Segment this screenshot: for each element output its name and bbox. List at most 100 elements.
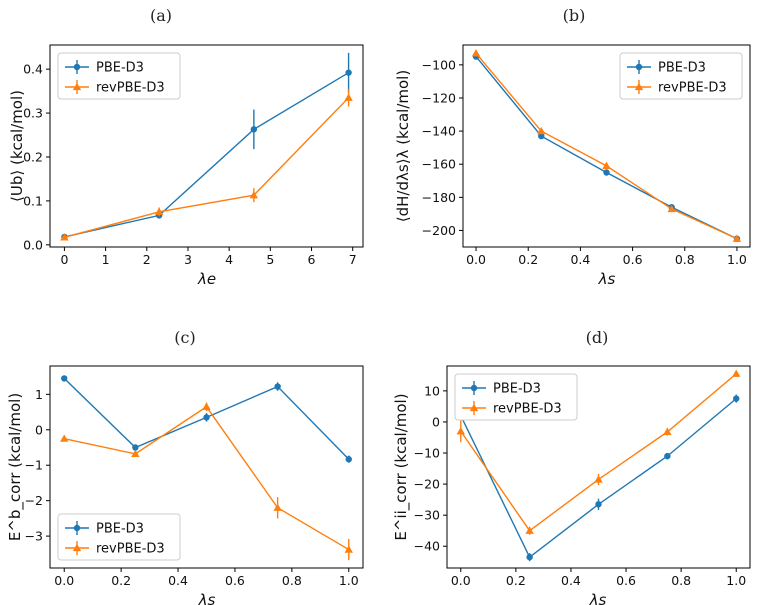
panel-c-data-point [131, 449, 140, 458]
panel-b-ytick-label: −160 [422, 157, 456, 172]
panel-a-legend: PBE-D3 revPBE-D3 [57, 52, 181, 100]
panel-a-ylabel: ⟨Ub⟩ (kcal/mol) [8, 90, 26, 202]
panel-d-xtick-label: 0.8 [671, 573, 691, 588]
panel-d-frame [446, 365, 751, 569]
panel-a-ytick-label: 0.2 [23, 149, 43, 164]
panel-b-legend-marker [635, 63, 643, 71]
panel-b-legend: PBE-D3 revPBE-D3 [619, 52, 743, 100]
panel-d-legend-label: revPBE-D3 [493, 402, 562, 417]
panel-c-xtick-label: 0.8 [282, 573, 302, 588]
panel-c-legend-label: revPBE-D3 [96, 542, 165, 557]
panel-d-data-point [732, 369, 741, 377]
panel-a-ytick-label: 0.0 [23, 237, 43, 252]
panel-b-data-point [732, 234, 742, 242]
panel-b-label: (b) [563, 6, 586, 25]
panel-a-legend-label: PBE-D3 [96, 61, 144, 76]
panel-b-xtick-label: 0.0 [466, 252, 486, 267]
panel-d-xtick-label: 0.2 [506, 573, 526, 588]
panel-c: (c) 0.0 0.2 0.4 0.6 0.8 1.0 1 0 −1 −2 −3 λs E^b_corr… [6, 328, 364, 605]
panel-b-data-point [471, 49, 481, 57]
panel-a-ytick-label: 0.3 [23, 106, 43, 121]
panel-c-frame [49, 365, 364, 569]
panel-c-legend-marker [72, 543, 82, 552]
panel-d-xlabel: λs [589, 591, 607, 605]
panel-b: (b) 0.0 0.2 0.4 0.6 0.8 1.0 −100 −120 −140 −160 −1… [394, 6, 751, 288]
panel-d: (d) 0.0 0.2 0.4 0.6 0.8 1.0 10 0 −10 −20 −30 −40 λs E… [392, 328, 751, 605]
panel-a-data-point [60, 233, 69, 241]
panel-a-ytick-label: 0.1 [23, 193, 43, 208]
panel-a: (a) 0 1 2 3 4 5 6 7 0.0 0.1 0.2 0.3 0.4 λe ⟨Ub⟩ (kcal/… [8, 6, 364, 288]
panel-d-ytick-label: −30 [414, 508, 440, 523]
panel-b-frame [462, 44, 751, 248]
panel-a-plot: 0 1 2 3 4 5 6 7 0.0 0.1 0.2 0.3 0.4 λe ⟨Ub⟩ (kcal/mol)… [8, 52, 357, 288]
panel-a-frame [49, 44, 364, 248]
panel-d-plot: 0.0 0.2 0.4 0.6 0.8 1.0 10 0 −10 −20 −30 −40 λs E^ii_… [392, 369, 746, 605]
panel-c-data-point [344, 545, 353, 553]
panel-c-ytick-label: 0 [35, 422, 43, 437]
panel-d-data-point [525, 526, 534, 534]
panel-c-xtick-label: 0.6 [225, 573, 245, 588]
panel-b-data-point [603, 169, 610, 176]
panel-d-xtick-label: 0.6 [616, 573, 636, 588]
panel-c-legend: PBE-D3 revPBE-D3 [57, 513, 181, 561]
panel-b-data-point [602, 161, 611, 170]
panel-b-plot: 0.0 0.2 0.4 0.6 0.8 1.0 −100 −120 −140 −160 −180 −2… [394, 49, 747, 288]
panel-b-xtick-label: 0.2 [518, 252, 538, 267]
panel-c-series-1 [60, 402, 353, 561]
panel-b-ytick-label: −180 [422, 190, 456, 205]
panel-b-xtick-label: 0.4 [570, 252, 590, 267]
panel-b-legend-label: revPBE-D3 [658, 81, 727, 96]
panel-a-xtick-label: 3 [184, 252, 192, 267]
panel-a-xtick-label: 1 [102, 252, 110, 267]
panel-c-label: (c) [174, 328, 195, 347]
panel-a-data-point [154, 207, 164, 216]
panel-c-ytick-label: −1 [25, 458, 43, 473]
panel-c-data-point [202, 402, 211, 410]
panel-a-xtick-label: 0 [60, 252, 68, 267]
panel-c-xlabel: λs [198, 591, 216, 605]
panel-d-ytick-label: −20 [414, 477, 440, 492]
panel-d-label: (d) [586, 328, 609, 347]
panel-d-ylabel: E^ii_corr (kcal/mol) [392, 393, 411, 540]
panel-a-label: (a) [150, 6, 172, 25]
panel-d-legend-label: PBE-D3 [493, 382, 541, 397]
panel-c-data-point [61, 375, 68, 382]
panel-d-ytick-label: 0 [432, 414, 440, 429]
panel-d-ytick-label: 10 [424, 383, 440, 398]
panel-d-data-point [663, 427, 672, 436]
panel-c-data-point [60, 434, 69, 442]
panel-d-xtick-label: 0.4 [561, 573, 581, 588]
panel-c-data-point [132, 444, 139, 451]
panel-d-legend-marker [470, 384, 478, 392]
panel-c-xtick-label: 1.0 [339, 573, 359, 588]
panel-b-data-point [538, 132, 545, 140]
panel-a-xtick-label: 2 [143, 252, 151, 267]
panel-b-series-1 [471, 49, 742, 242]
panel-a-legend-marker [73, 63, 81, 71]
panel-d-data-point [456, 427, 465, 435]
panel-b-xlabel: λs [598, 270, 616, 288]
panel-c-xtick-label: 0.0 [54, 573, 74, 588]
panel-d-series-1 [456, 369, 741, 535]
panel-b-ytick-label: −140 [422, 124, 456, 139]
panel-c-xtick-label: 0.2 [111, 573, 131, 588]
panel-a-series-1 [60, 88, 353, 241]
panel-c-legend-marker [73, 524, 81, 532]
panel-d-xtick-label: 0.0 [451, 573, 471, 588]
panel-c-ytick-label: −2 [25, 493, 43, 508]
panel-d-data-point [733, 395, 740, 402]
panel-b-xtick-label: 0.8 [675, 252, 695, 267]
panel-c-data-point [345, 456, 352, 463]
panel-a-legend-label: revPBE-D3 [96, 81, 165, 96]
panel-c-data-point [274, 383, 281, 390]
panel-a-ytick-label: 0.4 [23, 62, 43, 77]
panel-d-data-point [526, 553, 533, 561]
panel-c-data-point [203, 414, 210, 421]
panel-b-legend-marker [634, 82, 644, 91]
panel-c-ylabel: E^b_corr (kcal/mol) [6, 393, 25, 541]
panel-a-data-point [345, 69, 352, 76]
panel-b-ytick-label: −100 [422, 57, 456, 72]
panel-c-ytick-label: −3 [25, 529, 43, 544]
panel-a-series-line [64, 72, 349, 238]
panel-a-series-line [64, 97, 350, 239]
